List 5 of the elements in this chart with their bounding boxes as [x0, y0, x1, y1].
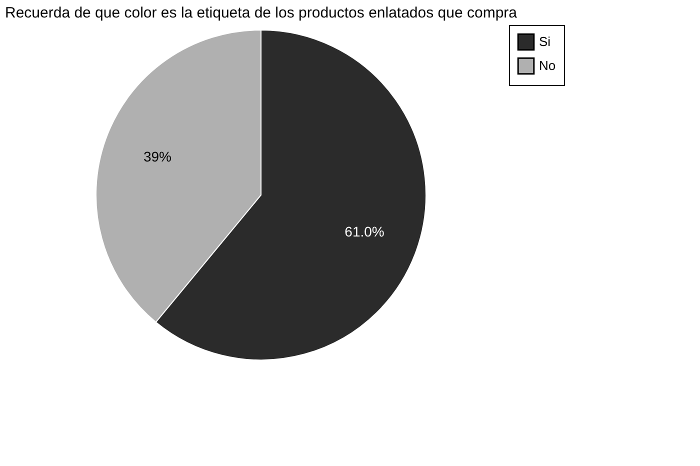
legend-label: Si: [539, 34, 551, 49]
data-label: 61.0%: [344, 223, 384, 240]
chart-title: Recuerda de que color es la etiqueta de los productos enlatados que compra: [5, 4, 518, 22]
data-label: 39%: [143, 148, 172, 165]
legend-label: No: [539, 58, 556, 73]
